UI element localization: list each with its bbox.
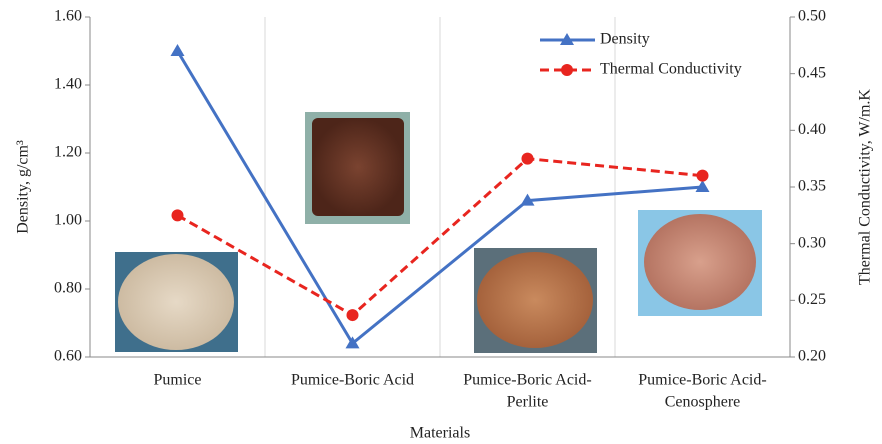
x-tick-label: Pumice xyxy=(154,372,202,389)
y-tick-label: 1.40 xyxy=(54,76,82,93)
data-point xyxy=(522,153,534,165)
chart: Materials Density, g/cm³ Thermal Conduct… xyxy=(0,0,882,444)
data-point xyxy=(697,170,709,182)
photo-sample xyxy=(477,252,593,348)
y-tick-label: 0.60 xyxy=(54,348,82,365)
photo-sample xyxy=(312,118,404,216)
y-tick-label: 1.20 xyxy=(54,144,82,161)
data-point xyxy=(172,209,184,221)
photos xyxy=(115,112,762,353)
legend-label: Thermal Conductivity xyxy=(600,61,742,78)
y2-axis-title: Thermal Conductivity, W/m.K xyxy=(857,89,874,285)
y2-tick-label: 0.30 xyxy=(798,234,826,251)
photo-sample xyxy=(644,214,756,310)
y2-tick-label: 0.25 xyxy=(798,291,826,308)
y-axis-title: Density, g/cm³ xyxy=(15,140,32,234)
x-tick-label: Pumice-Boric Acid- xyxy=(463,372,591,389)
y-tick-label: 1.00 xyxy=(54,212,82,229)
x-tick-label: Perlite xyxy=(507,394,549,411)
y2-tick-label: 0.45 xyxy=(798,64,826,81)
x-tick-label: Pumice-Boric Acid- xyxy=(638,372,766,389)
legend-marker xyxy=(561,64,573,76)
y2-tick-label: 0.35 xyxy=(798,178,826,195)
photo-sample xyxy=(118,254,234,350)
legend-label: Density xyxy=(600,31,650,48)
y2-tick-label: 0.40 xyxy=(798,121,826,138)
x-axis-title: Materials xyxy=(410,425,470,442)
y-tick-label: 0.80 xyxy=(54,280,82,297)
data-point xyxy=(171,44,185,56)
x-tick-label: Cenosphere xyxy=(665,394,741,411)
y2-tick-label: 0.20 xyxy=(798,348,826,365)
y2-tick-label: 0.50 xyxy=(798,8,826,25)
x-tick-label: Pumice-Boric Acid xyxy=(291,372,414,389)
y-tick-label: 1.60 xyxy=(54,8,82,25)
data-point xyxy=(347,309,359,321)
